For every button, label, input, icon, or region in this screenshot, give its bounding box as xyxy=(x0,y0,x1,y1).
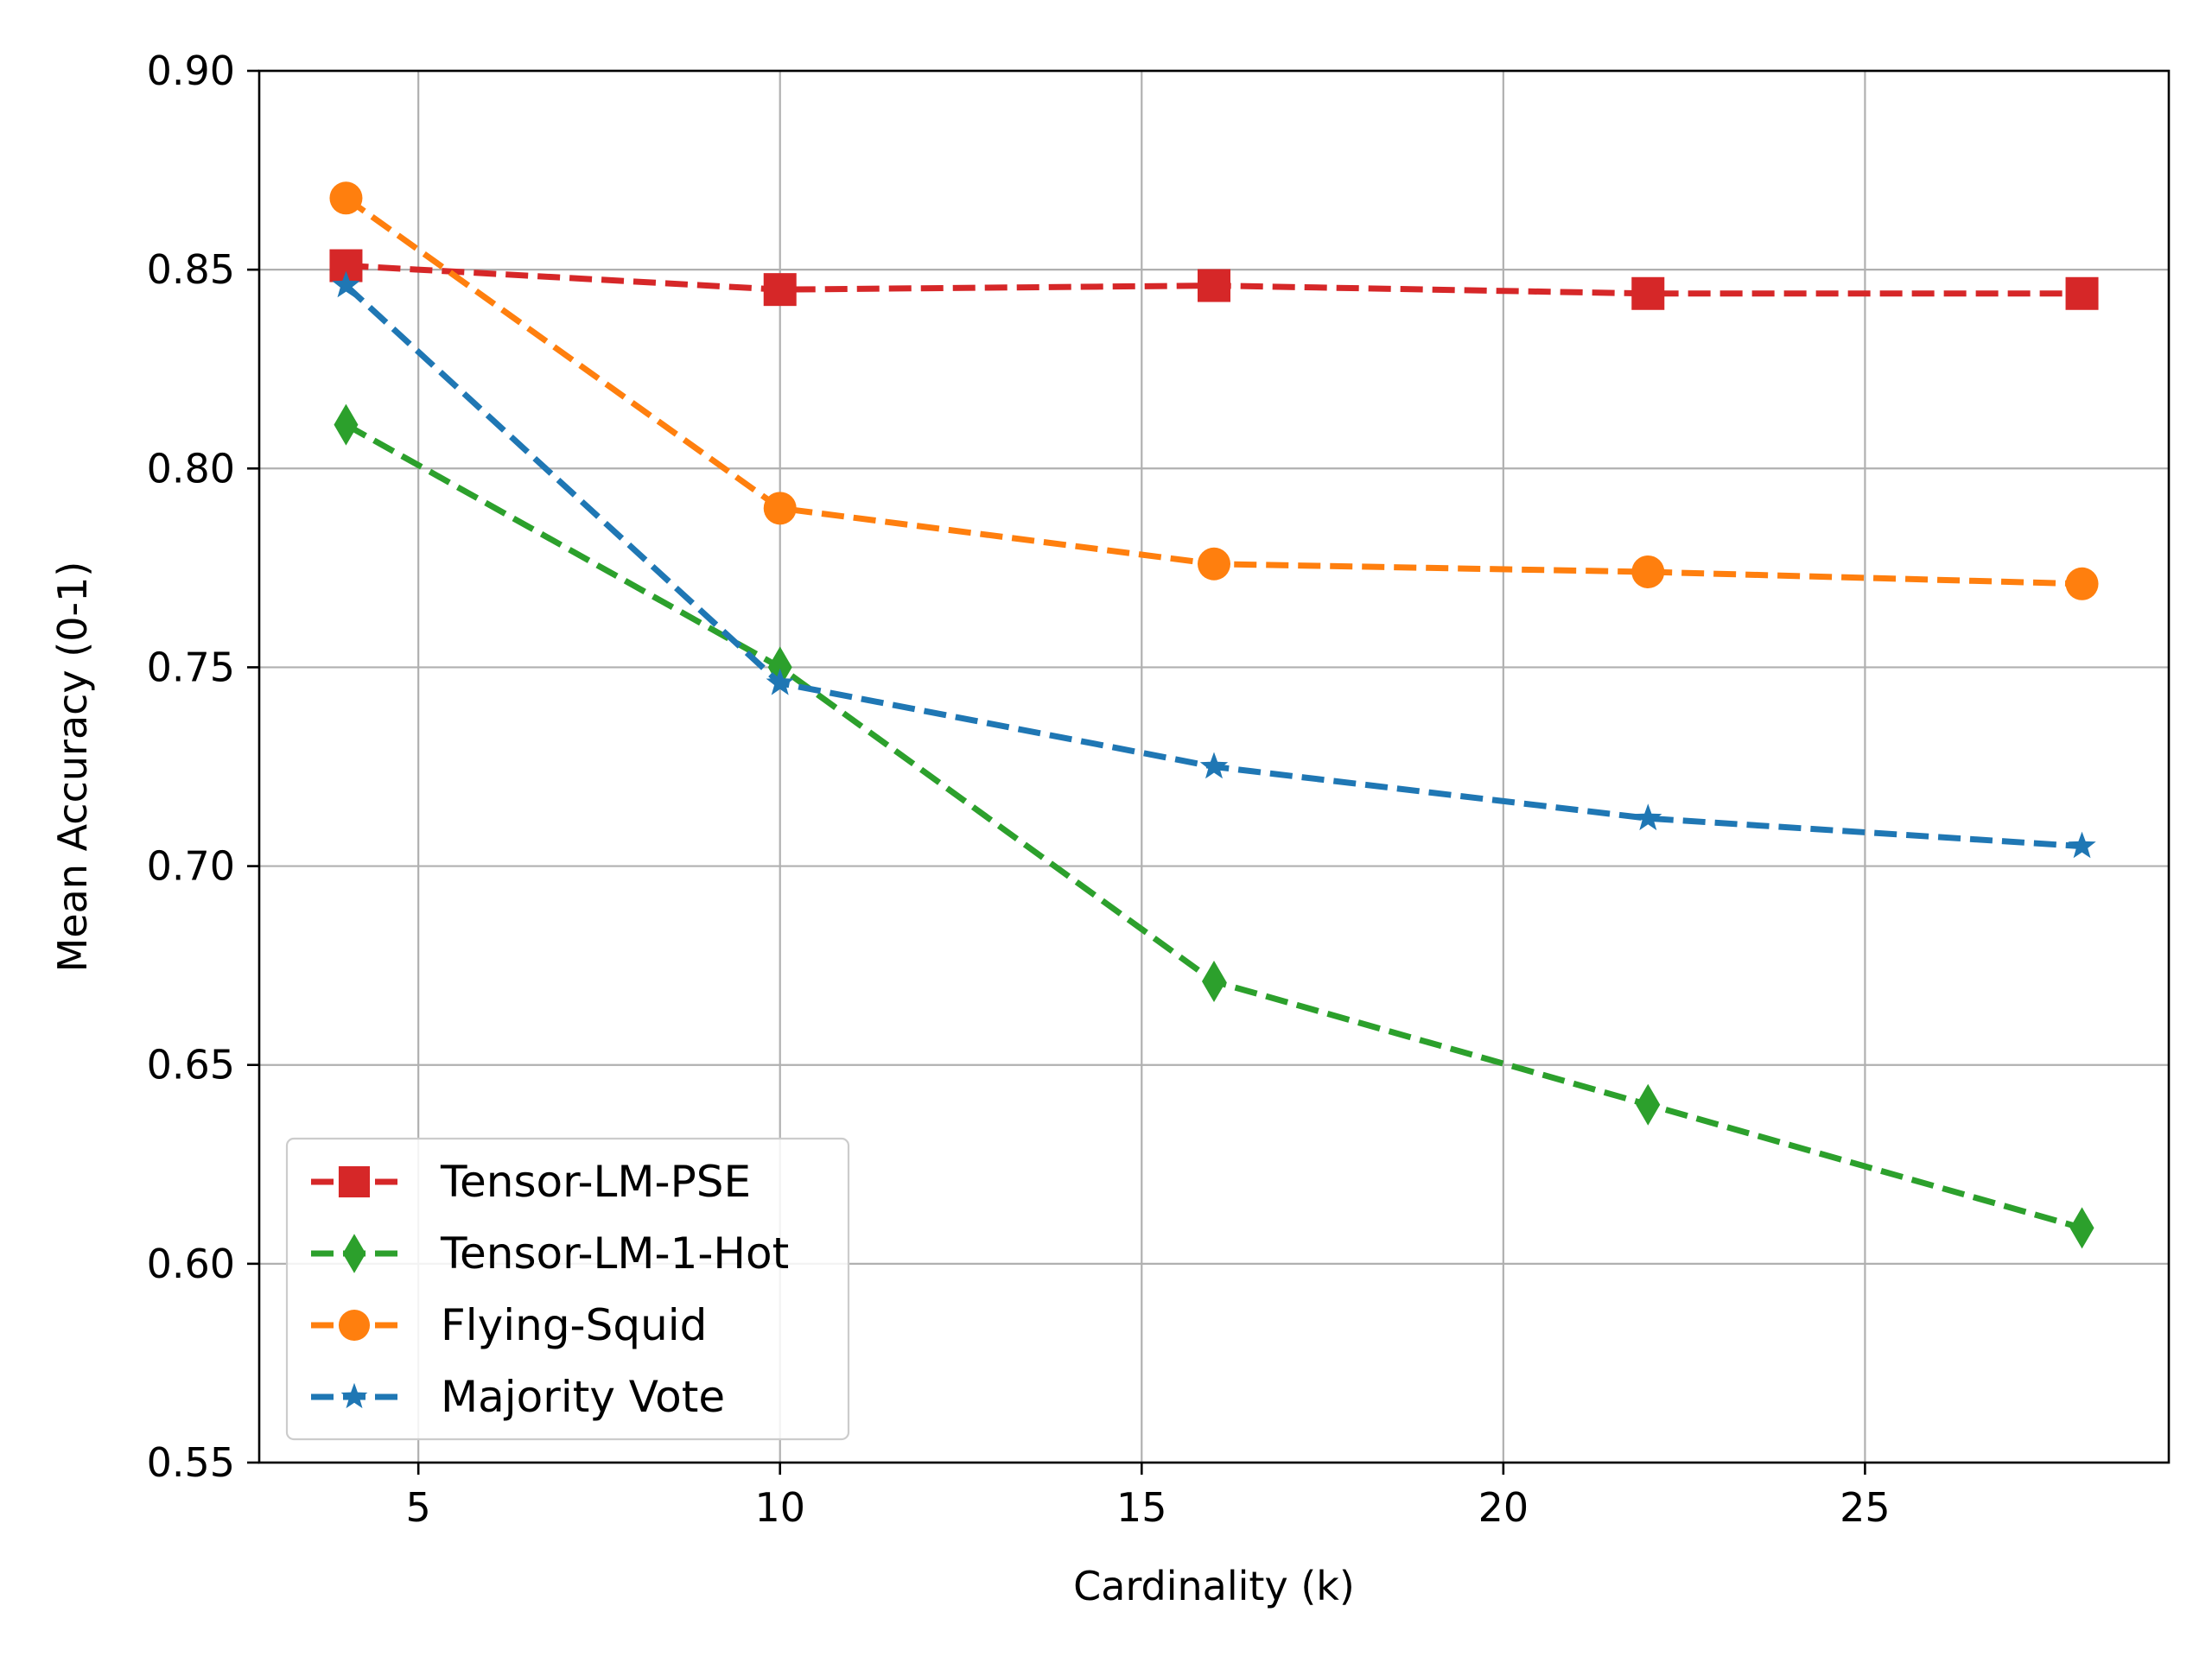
data-point xyxy=(329,181,363,215)
data-point xyxy=(763,273,797,307)
y-tick-label: 0.70 xyxy=(147,843,235,890)
data-point xyxy=(1636,1083,1661,1126)
legend-entry: Flying-Squid xyxy=(311,1300,707,1350)
x-tick-label: 25 xyxy=(1840,1484,1891,1531)
plot-frame xyxy=(257,69,2171,1464)
data-point xyxy=(1202,961,1226,1003)
legend-entry: Majority Vote xyxy=(311,1372,725,1422)
x-tick-label: 5 xyxy=(406,1484,431,1531)
series-flying-squid xyxy=(329,181,2099,600)
legend-entry: Tensor-LM-1-Hot xyxy=(311,1228,789,1279)
data-point xyxy=(2065,276,2099,310)
x-tick-label: 15 xyxy=(1116,1484,1167,1531)
y-tick-label: 0.55 xyxy=(147,1439,235,1486)
x-tick-label: 10 xyxy=(754,1484,805,1531)
legend-box xyxy=(285,1137,850,1441)
series-line xyxy=(344,422,2083,1231)
series-tensor-lm-pse xyxy=(329,249,2099,310)
x-axis-label: Cardinality (k) xyxy=(1073,1563,1355,1609)
y-tick-label: 0.75 xyxy=(147,644,235,690)
legend: Tensor-LM-PSE Tensor-LM-1-Hot Flying-Squid… xyxy=(285,1137,850,1441)
data-point xyxy=(1634,803,1662,831)
data-point xyxy=(763,492,797,525)
legend-label: Flying-Squid xyxy=(441,1300,707,1350)
series-tensor-lm-1-hot xyxy=(334,403,2094,1249)
data-point xyxy=(332,270,360,298)
data-point xyxy=(342,1234,366,1273)
y-tick-label: 0.65 xyxy=(147,1042,235,1089)
series-majority-vote xyxy=(332,270,2096,859)
y-tick-label: 0.90 xyxy=(147,48,235,94)
legend-label: Majority Vote xyxy=(441,1372,725,1422)
data-point xyxy=(1198,269,1230,302)
data-point xyxy=(1199,752,1229,779)
legend-entry: Tensor-LM-PSE xyxy=(311,1157,751,1207)
data-point xyxy=(1631,276,1665,310)
y-tick-label: 0.85 xyxy=(147,246,235,293)
y-axis-label: Mean Accuracy (0-1) xyxy=(49,562,96,973)
data-point xyxy=(1631,555,1665,588)
data-point xyxy=(340,1382,368,1409)
y-tick-label: 0.80 xyxy=(147,445,235,492)
data-point xyxy=(2065,567,2099,600)
series-layer xyxy=(329,181,2099,1249)
axes-layer: 5 10 15 20 25 0.55 0.60 0.65 0.70 0.75 0.80 0.85 0.9… xyxy=(147,48,2171,1531)
legend-label: Tensor-LM-PSE xyxy=(440,1157,751,1207)
data-point xyxy=(334,403,359,446)
data-point xyxy=(1198,547,1230,581)
data-point xyxy=(338,1165,371,1198)
x-tick-label: 20 xyxy=(1478,1484,1529,1531)
data-point xyxy=(2068,831,2096,859)
data-point xyxy=(338,1309,371,1342)
data-point xyxy=(766,668,794,695)
legend-label: Tensor-LM-1-Hot xyxy=(440,1228,789,1279)
y-tick-label: 0.60 xyxy=(147,1241,235,1287)
data-point xyxy=(2069,1207,2094,1249)
